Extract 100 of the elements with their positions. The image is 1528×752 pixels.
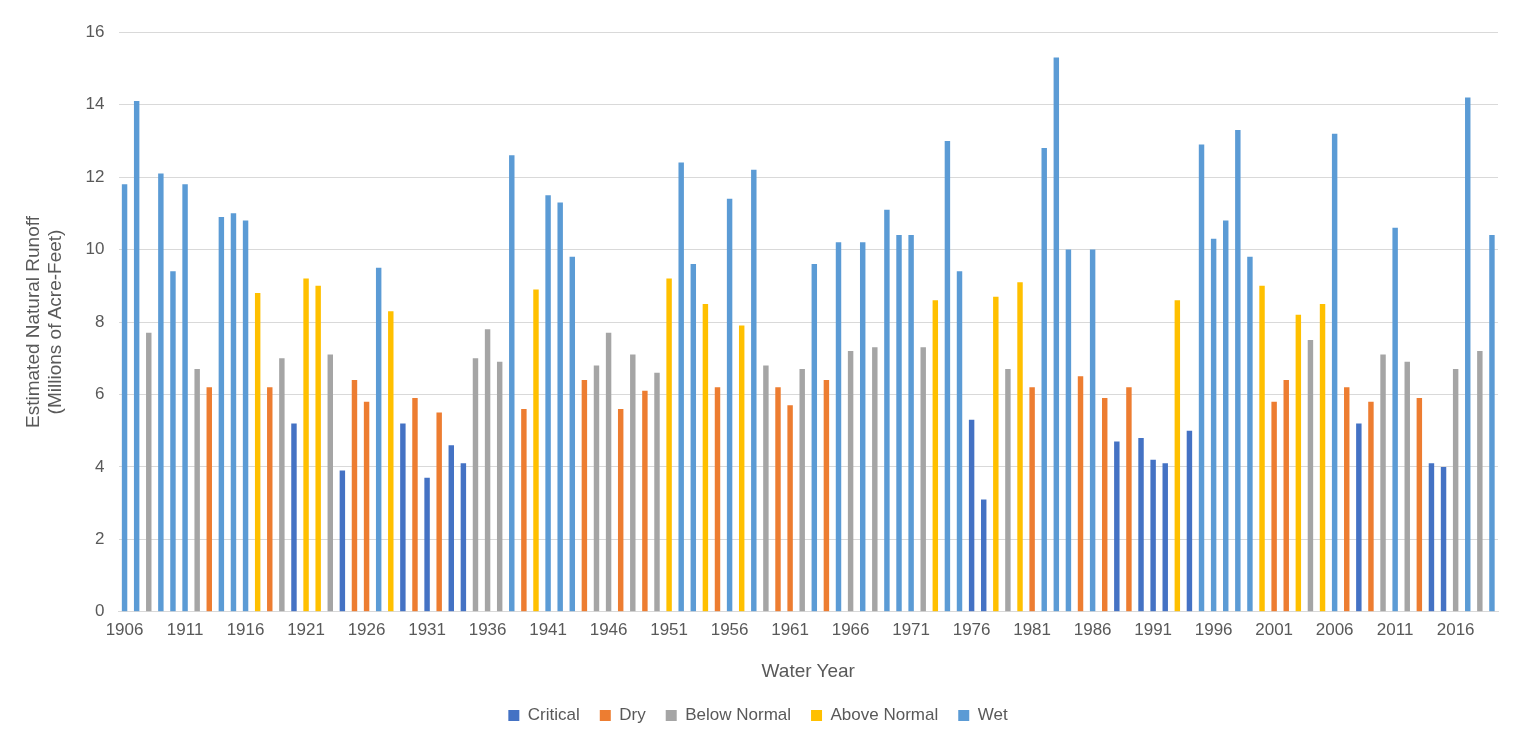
bar <box>738 325 745 612</box>
legend-label: Critical <box>527 705 580 725</box>
bar <box>751 169 757 612</box>
bar <box>1283 379 1289 612</box>
bar <box>581 379 588 612</box>
bar <box>1489 235 1495 612</box>
bar <box>218 216 225 612</box>
bar <box>158 173 164 612</box>
bar <box>412 398 418 612</box>
x-tick-label: 1976 <box>952 619 991 639</box>
bar <box>1259 285 1265 612</box>
bar <box>896 235 902 612</box>
bar <box>339 470 346 612</box>
x-tick-label: 1941 <box>529 619 567 639</box>
bar <box>1114 441 1120 612</box>
bar <box>799 369 805 612</box>
y-tick-label: 14 <box>85 94 105 114</box>
y-tick-label: 2 <box>95 529 105 549</box>
bar <box>859 242 866 612</box>
bar <box>1005 369 1011 612</box>
x-tick-label: 1931 <box>408 619 446 639</box>
bar <box>1440 466 1447 612</box>
y-tick-label: 0 <box>95 601 105 621</box>
bar <box>835 242 842 612</box>
bar <box>557 202 563 612</box>
bar <box>133 101 140 612</box>
bar <box>1307 340 1314 612</box>
bar <box>1053 57 1060 612</box>
x-tick-label: 1981 <box>1013 619 1052 639</box>
bar <box>569 256 576 612</box>
legend-label: Wet <box>977 705 1008 725</box>
bar <box>182 184 188 612</box>
bar <box>847 350 854 612</box>
bar <box>956 271 963 612</box>
y-tick-label: 10 <box>85 239 105 259</box>
bar <box>678 162 684 612</box>
bar <box>872 347 878 612</box>
bar <box>315 285 321 612</box>
bar <box>303 278 309 612</box>
bar <box>980 499 987 612</box>
bar <box>291 423 297 612</box>
y-tick-label: 16 <box>85 21 105 41</box>
bar <box>1271 401 1277 612</box>
y-tick-label: 12 <box>85 166 105 186</box>
bar <box>1102 398 1108 612</box>
bar <box>388 311 394 612</box>
bar <box>630 354 636 612</box>
bar <box>1150 459 1156 612</box>
x-tick-label: 1911 <box>166 619 204 639</box>
bar <box>400 423 406 612</box>
x-tick-label: 1906 <box>105 619 144 639</box>
bar <box>363 401 370 612</box>
bar <box>690 264 697 612</box>
x-tick-label: 1971 <box>892 619 931 639</box>
bar <box>1416 398 1423 612</box>
bar <box>1380 354 1386 612</box>
bar <box>1404 361 1410 612</box>
bar <box>908 235 914 612</box>
x-tick-label: 1951 <box>650 619 689 639</box>
bar <box>1174 300 1181 612</box>
x-tick-label: 1916 <box>226 619 265 639</box>
y-tick-label: 8 <box>95 311 105 331</box>
x-tick-label: 2011 <box>1376 619 1414 639</box>
bar <box>726 198 733 612</box>
bar <box>206 387 212 612</box>
x-tick-label: 1961 <box>771 619 810 639</box>
bar <box>932 300 939 612</box>
x-tick-label: 2001 <box>1255 619 1294 639</box>
x-tick-label: 2016 <box>1436 619 1475 639</box>
x-axis-title: Water Year <box>761 659 856 681</box>
bar <box>1344 387 1350 612</box>
bar <box>496 361 503 612</box>
bar <box>666 278 672 612</box>
bar <box>714 387 721 612</box>
bar <box>170 271 176 612</box>
bar <box>605 332 612 612</box>
bar <box>509 155 515 612</box>
bar <box>654 372 660 612</box>
bar <box>593 365 600 612</box>
bar <box>533 289 539 612</box>
bar <box>521 408 527 612</box>
bar <box>993 296 999 612</box>
bar <box>424 477 430 612</box>
y-axis-title: Estimated Natural Runoff (Millions of Acre-Feet) <box>21 215 66 428</box>
bar <box>775 387 781 612</box>
x-tick-label: 1956 <box>710 619 749 639</box>
bar <box>484 329 491 612</box>
bar <box>1247 256 1253 612</box>
bar <box>1041 148 1047 612</box>
bar <box>1162 463 1168 612</box>
bar <box>242 220 249 612</box>
bar <box>194 369 200 612</box>
bar <box>1452 369 1459 612</box>
bar <box>1235 130 1241 612</box>
bar <box>1356 423 1362 612</box>
bar <box>1223 220 1229 612</box>
bar <box>1295 314 1302 612</box>
x-tick-label: 1936 <box>468 619 507 639</box>
bar <box>1331 133 1338 612</box>
bar <box>1210 238 1217 612</box>
